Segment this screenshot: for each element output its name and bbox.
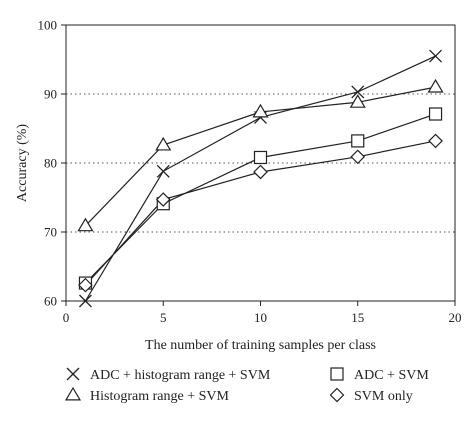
series-markers-triangle bbox=[77, 78, 444, 232]
legend-item: ADC + SVM bbox=[330, 367, 429, 383]
data-point-diamond bbox=[155, 192, 171, 207]
x-tick-label: 15 bbox=[351, 310, 364, 325]
data-point-diamond bbox=[329, 387, 345, 403]
x-tick-label: 5 bbox=[160, 310, 167, 325]
legend-item: Histogram range + SVM bbox=[64, 386, 229, 404]
legend-item: ADC + histogram range + SVM bbox=[66, 367, 271, 383]
data-point-square bbox=[351, 134, 365, 148]
data-point-square bbox=[330, 367, 344, 381]
data-point-x bbox=[429, 49, 443, 63]
series-line bbox=[85, 113, 436, 284]
data-point-diamond bbox=[350, 149, 366, 165]
series-markers-diamond bbox=[78, 133, 443, 293]
data-point-diamond bbox=[78, 277, 93, 293]
legend-label: ADC + SVM bbox=[354, 368, 429, 383]
series-layer bbox=[77, 49, 444, 308]
series-markers-square bbox=[78, 107, 443, 290]
legend: ADC + histogram range + SVM ADC + SVM Hist… bbox=[64, 367, 429, 404]
data-point-square bbox=[253, 150, 268, 165]
x-axis-label: The number of training samples per class bbox=[145, 338, 376, 353]
data-point-triangle bbox=[252, 103, 269, 118]
data-point-triangle bbox=[427, 78, 444, 93]
y-axis-label: Accuracy (%) bbox=[15, 124, 30, 202]
data-point-triangle bbox=[349, 94, 366, 108]
y-tick-label: 100 bbox=[38, 18, 58, 33]
data-point-square bbox=[428, 107, 443, 121]
data-point-diamond bbox=[253, 164, 268, 180]
data-point-triangle bbox=[155, 136, 172, 151]
data-point-x bbox=[66, 367, 80, 381]
data-point-x bbox=[351, 85, 365, 99]
x-tick-label: 20 bbox=[449, 310, 462, 325]
x-tick-label: 0 bbox=[63, 310, 70, 325]
y-tick-label: 80 bbox=[44, 156, 57, 171]
y-tick-label: 90 bbox=[44, 87, 57, 102]
data-point-x bbox=[78, 294, 92, 308]
data-point-x bbox=[156, 164, 170, 178]
x-tick-label: 10 bbox=[254, 310, 267, 325]
y-tick-label: 70 bbox=[44, 225, 57, 240]
legend-label: SVM only bbox=[354, 389, 413, 404]
legend-item: SVM only bbox=[329, 387, 413, 404]
data-point-diamond bbox=[428, 133, 443, 149]
legend-label: ADC + histogram range + SVM bbox=[90, 368, 271, 383]
series-square bbox=[85, 113, 436, 284]
legend-label: Histogram range + SVM bbox=[90, 389, 229, 404]
data-point-triangle bbox=[77, 217, 94, 232]
data-point-triangle bbox=[64, 386, 82, 401]
y-tick-label: 60 bbox=[44, 294, 57, 309]
axis-ticks: 60 70 80 90 100 0 5 10 15 20 bbox=[38, 18, 462, 326]
series-markers-x bbox=[78, 49, 443, 308]
